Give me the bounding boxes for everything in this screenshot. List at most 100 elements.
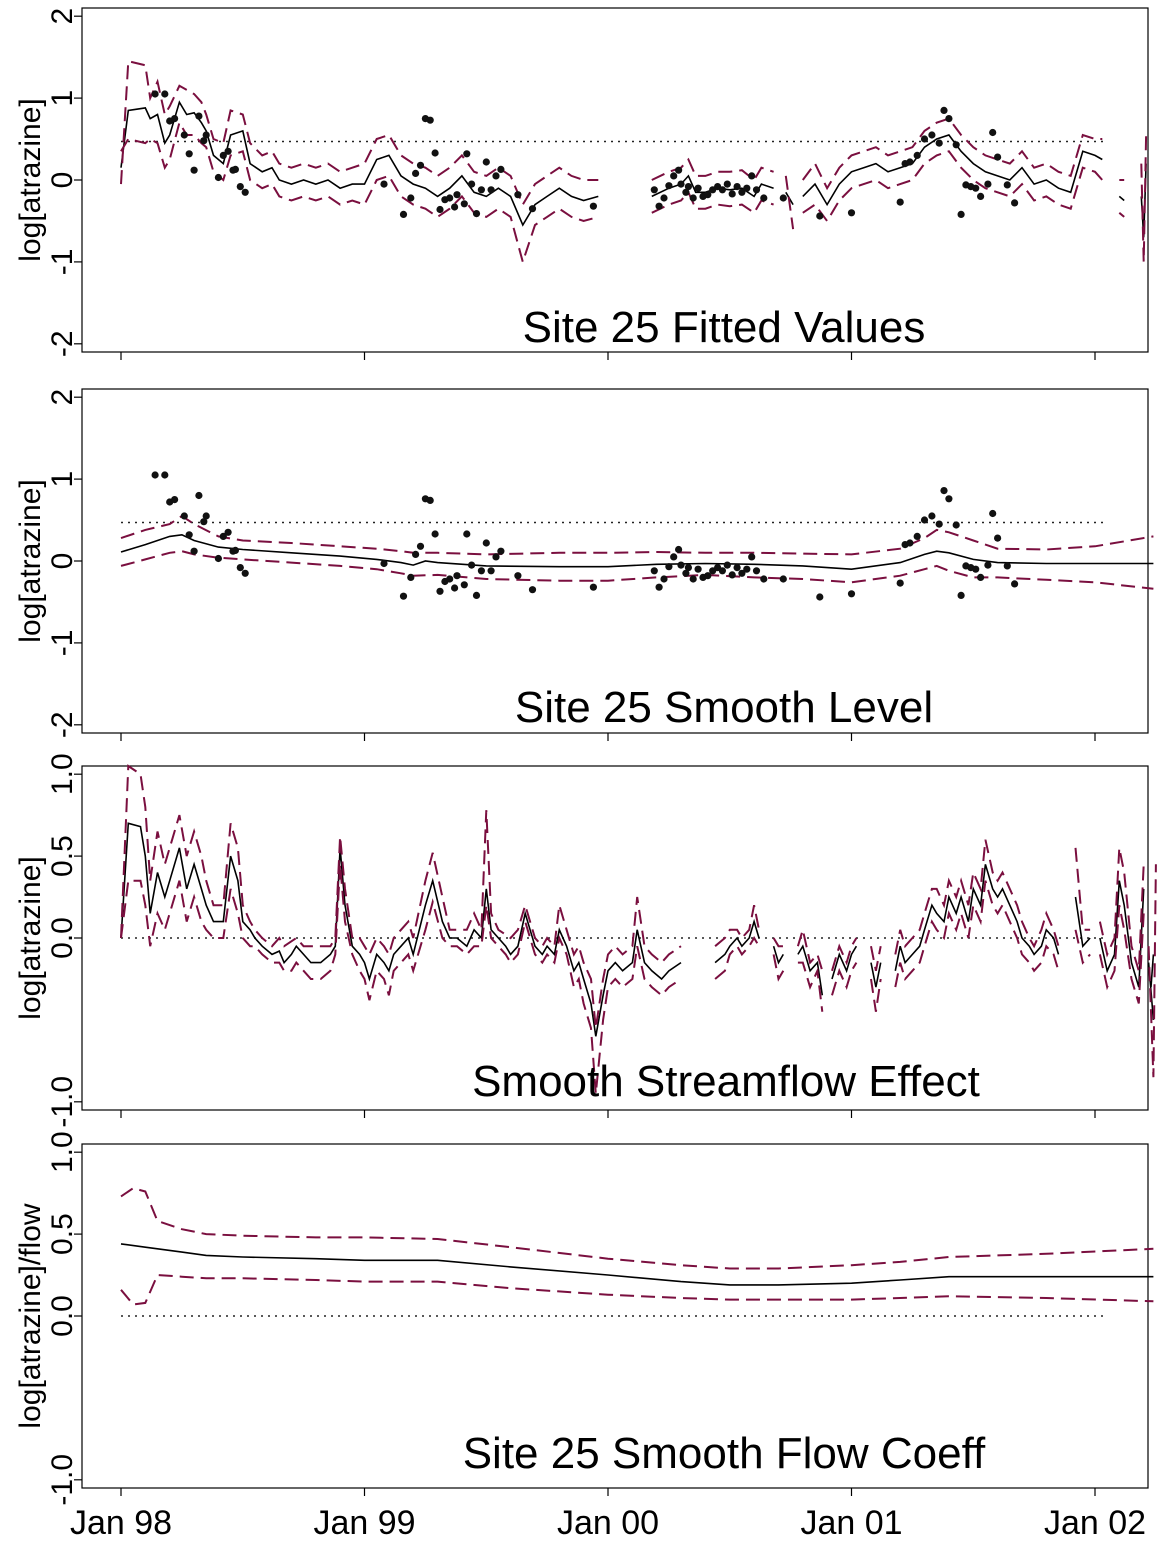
observation-point (748, 172, 756, 180)
observation-point (984, 180, 992, 188)
estimate-series (772, 945, 784, 965)
observation-point (748, 553, 756, 561)
observation-point (399, 210, 408, 218)
observation-point (920, 135, 929, 143)
observation-point (589, 583, 598, 591)
observation-point (733, 564, 741, 572)
observation-point (412, 550, 420, 559)
observation-point (684, 183, 693, 191)
observation-point (151, 90, 159, 98)
y-tick-label: 0.5 (46, 835, 79, 877)
confidence-band-series (1098, 847, 1145, 972)
observation-point (977, 192, 985, 200)
confidence-band-series (120, 120, 599, 266)
confidence-band-series (1074, 847, 1091, 931)
observation-point (694, 184, 702, 192)
y-tick-label: -1.0 (46, 1076, 79, 1128)
observation-point (733, 183, 741, 191)
observation-point (689, 194, 697, 202)
confidence-band-series (894, 880, 1060, 988)
estimate-series (802, 134, 1103, 207)
x-axis-labels: Jan 98 Jan 99 Jan 00 Jan 01 Jan 02 (70, 1504, 1146, 1542)
observation-point (928, 512, 936, 520)
observation-point (660, 194, 668, 202)
observation-point (200, 137, 208, 145)
observation-point (214, 173, 222, 182)
observation-point (906, 539, 914, 547)
observation-point (816, 593, 824, 601)
observation-point (1003, 562, 1011, 570)
observation-point (704, 572, 712, 580)
observation-point (171, 115, 179, 123)
observation-point (675, 166, 683, 174)
observation-point (847, 590, 856, 598)
observation-point (468, 180, 476, 188)
observation-point (670, 553, 678, 561)
observation-point (492, 172, 500, 180)
y-axis-label: log[atrazine] (14, 98, 47, 261)
confidence-band-series (772, 954, 785, 982)
observation-point (650, 186, 658, 194)
observation-point (528, 586, 537, 594)
observation-point (984, 561, 992, 569)
observation-point (779, 194, 787, 202)
confidence-band-series (1098, 905, 1145, 1004)
observation-point (972, 565, 980, 573)
panel-title: Site 25 Smooth Level (515, 683, 933, 732)
observation-point (677, 180, 685, 188)
observation-point (913, 151, 921, 159)
observation-point (472, 210, 481, 218)
observation-point (241, 569, 249, 577)
y-tick-label: 2 (46, 389, 79, 406)
confidence-band-series (120, 514, 1154, 556)
observation-point (431, 149, 439, 157)
observation-point (161, 471, 169, 479)
y-tick-label: 0.5 (46, 1213, 79, 1255)
observation-point (161, 90, 169, 98)
observation-point (224, 528, 232, 536)
y-tick-label: -2 (46, 330, 79, 357)
observation-point (195, 491, 203, 500)
observation-point (482, 539, 490, 547)
observation-point (190, 547, 198, 555)
observation-point (487, 567, 495, 575)
observation-point (399, 592, 408, 600)
observation-point (460, 581, 468, 589)
observation-point (1011, 199, 1019, 207)
observation-point (945, 495, 953, 503)
panel-3: -1.0 0.0 0.5 1.0 log[atrazine] Smooth Streamf… (14, 753, 1157, 1128)
observation-point (451, 203, 459, 211)
observation-point (760, 194, 768, 202)
observation-point (202, 131, 210, 139)
estimate-series (797, 944, 824, 996)
estimate-series (870, 962, 882, 988)
observation-point (231, 546, 239, 555)
confidence-band-series (870, 946, 882, 971)
y-tick-label: -1 (46, 249, 79, 276)
confidence-band-series (1074, 929, 1091, 965)
observation-point (940, 487, 948, 495)
observation-point (214, 554, 222, 563)
y-tick-label: 0 (46, 172, 79, 189)
observation-point (738, 188, 746, 196)
observation-point (675, 545, 683, 554)
panel-title: Smooth Streamflow Effect (472, 1057, 980, 1106)
observation-point (1003, 181, 1011, 189)
observation-point (670, 172, 678, 180)
observation-point (704, 191, 712, 199)
y-axis-label: log[atrazine] (14, 856, 47, 1019)
observation-point (952, 141, 960, 149)
estimate-series (1118, 195, 1125, 202)
estimate-series (1150, 954, 1155, 988)
confidence-band-series (714, 936, 760, 980)
observation-point (913, 532, 921, 541)
observation-point (665, 182, 673, 190)
observation-point (180, 512, 188, 520)
confidence-band-series (831, 962, 858, 996)
observation-point (728, 571, 736, 579)
observation-point (195, 112, 203, 120)
observation-point (816, 212, 824, 220)
observation-point (779, 575, 787, 583)
estimate-series (894, 864, 1060, 971)
